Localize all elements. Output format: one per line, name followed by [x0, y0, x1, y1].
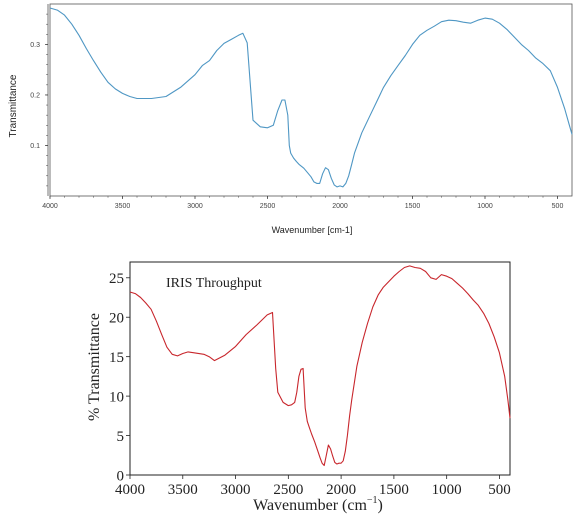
- bottom-chart: 0 5 10 15 20 25 4000 3500 3000 2500 2000 1500 1000 5…: [86, 261, 511, 514]
- bottom-x-axis-label: Wavenumber (cm−1): [253, 495, 383, 514]
- top-y-ticks: 0.1 0.2 0.3: [30, 13, 48, 187]
- y-tick-label: 15: [109, 350, 124, 366]
- x-tick-label: 500: [488, 482, 511, 498]
- x-tick-label: 3000: [187, 203, 203, 210]
- y-tick-label: 25: [109, 271, 124, 287]
- y-tick-label: 0.3: [30, 42, 40, 49]
- top-transmittance-line: [49, 7, 573, 188]
- x-tick-label: 3500: [168, 482, 198, 498]
- top-y-axis-label: Transmittance: [8, 74, 19, 137]
- top-x-ticks: 4000 3500 3000 2500 2000 1500 1000 500: [42, 196, 563, 210]
- y-tick-label: 20: [109, 310, 124, 326]
- bottom-plot-frame: [129, 261, 511, 476]
- top-plot-frame: [49, 3, 573, 197]
- y-tick-label: 5: [117, 429, 125, 445]
- x-tick-label: 2500: [273, 482, 303, 498]
- bottom-chart-title: IRIS Throughput: [166, 276, 262, 291]
- x-tick-label: 1500: [405, 203, 421, 210]
- y-tick-label: 0: [117, 468, 125, 484]
- top-chart: 0.1 0.2 0.3 4000 3500 3000 2500 2000 1500 1000 50…: [8, 3, 573, 235]
- x-tick-label: 1500: [379, 482, 409, 498]
- bottom-x-ticks: 4000 3500 3000 2500 2000 1500 1000 500: [115, 475, 511, 498]
- x-tick-label: 2500: [260, 203, 276, 210]
- bottom-transmittance-line: [129, 265, 511, 467]
- bottom-y-ticks: 0 5 10 15 20 25: [109, 271, 130, 484]
- x-tick-label: 1000: [477, 203, 493, 210]
- x-tick-label: 4000: [42, 203, 58, 210]
- x-tick-label: 3000: [221, 482, 251, 498]
- top-x-axis-label: Wavenumber [cm-1]: [272, 225, 353, 235]
- x-tick-label: 4000: [115, 482, 145, 498]
- x-tick-label: 2000: [326, 482, 356, 498]
- y-tick-label: 10: [109, 389, 124, 405]
- x-tick-label: 2000: [332, 203, 348, 210]
- x-tick-label: 3500: [115, 203, 131, 210]
- x-tick-label: 1000: [432, 482, 462, 498]
- x-tick-label: 500: [552, 203, 564, 210]
- y-tick-label: 0.2: [30, 92, 40, 99]
- bottom-y-axis-label: % Transmittance: [86, 313, 103, 421]
- y-tick-label: 0.1: [30, 143, 40, 150]
